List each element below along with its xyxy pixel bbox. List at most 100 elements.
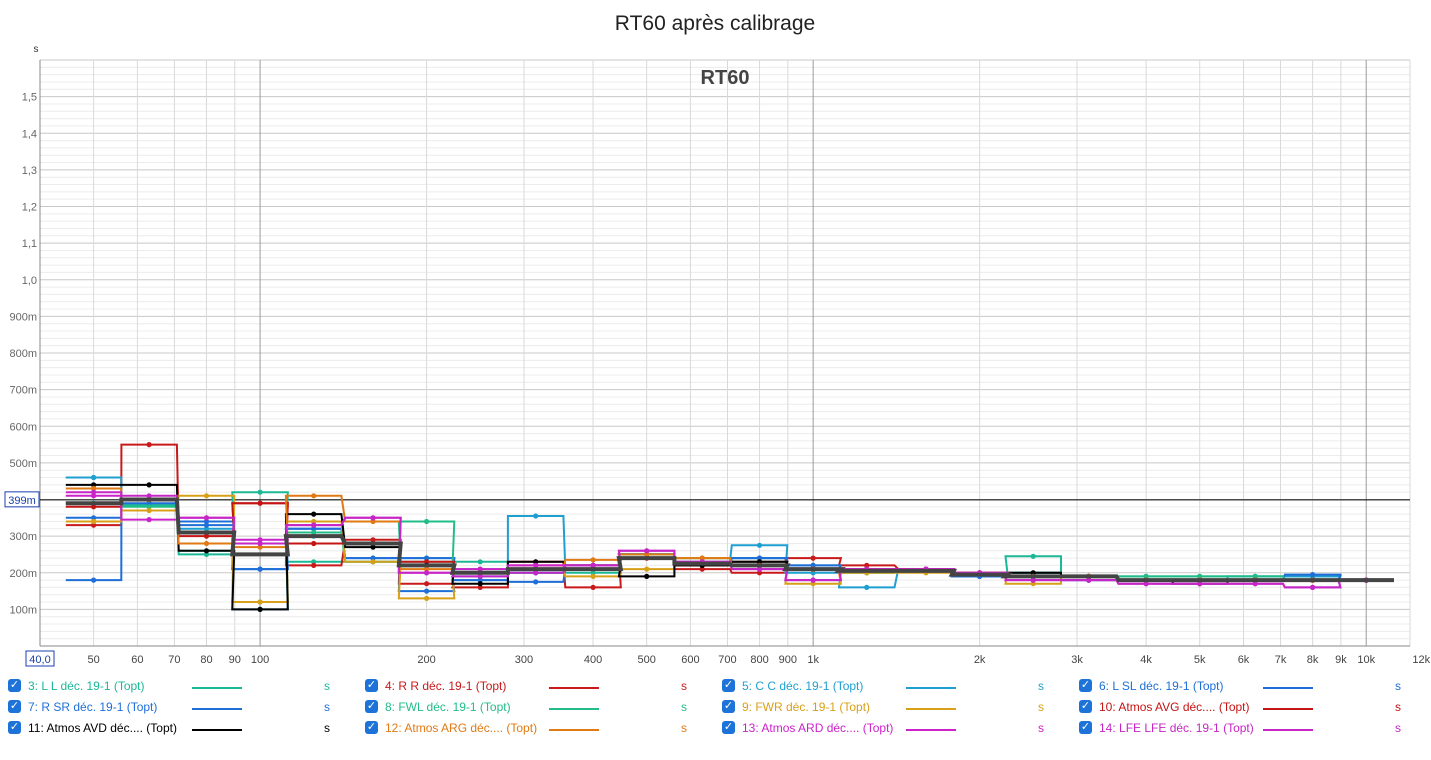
- legend-unit: s: [1038, 700, 1044, 714]
- cursor-label: 399m: [8, 495, 36, 507]
- legend-swatch: [906, 708, 956, 710]
- checkbox-icon[interactable]: ✓: [365, 679, 378, 692]
- legend-item[interactable]: ✓ 5: C C déc. 19-1 (Topt) s: [722, 678, 1062, 696]
- legend-item[interactable]: ✓ 12: Atmos ARG déc.... (Topt) s: [365, 720, 705, 738]
- axis-labels: 100m 200m 300m 500m 600m 700m 800m 900m 1,0 1,1 1,…: [4, 92, 1431, 667]
- legend-swatch: [906, 687, 956, 689]
- x-tick-label: 200: [417, 654, 435, 666]
- data-point: [370, 544, 376, 550]
- legend-label: 3: L L déc. 19-1 (Topt): [28, 679, 145, 693]
- series-line: [65, 494, 1394, 603]
- data-point: [370, 555, 376, 561]
- legend-label: 11: Atmos AVD déc.... (Topt): [28, 721, 177, 735]
- legend-unit: s: [1395, 679, 1401, 693]
- checkbox-icon[interactable]: ✓: [1079, 700, 1092, 713]
- legend-item[interactable]: ✓ 7: R SR déc. 19-1 (Topt) s: [8, 699, 348, 717]
- data-point: [756, 542, 763, 548]
- checkbox-icon[interactable]: ✓: [365, 721, 378, 734]
- data-point: [146, 442, 152, 448]
- checkbox-icon[interactable]: ✓: [722, 700, 735, 713]
- legend-item[interactable]: ✓ 9: FWR déc. 19-1 (Topt) s: [722, 699, 1062, 717]
- data-point: [257, 599, 263, 605]
- data-point: [1030, 577, 1036, 583]
- legend-swatch: [906, 729, 956, 731]
- legend-item[interactable]: ✓ 4: R R déc. 19-1 (Topt) s: [365, 678, 705, 696]
- data-point: [91, 504, 97, 510]
- checkbox-icon[interactable]: ✓: [1079, 721, 1092, 734]
- x-tick-label: 600: [681, 654, 699, 666]
- y-tick-label: 200m: [9, 568, 37, 580]
- data-point: [1030, 570, 1036, 576]
- data-point: [424, 559, 430, 565]
- checkbox-icon[interactable]: ✓: [8, 700, 21, 713]
- data-point: [146, 493, 152, 499]
- data-point: [257, 606, 263, 613]
- data-point: [810, 581, 816, 587]
- data-point: [424, 570, 430, 576]
- data-point: [257, 544, 263, 550]
- data-point: [533, 579, 539, 585]
- data-point: [477, 573, 483, 580]
- data-point: [533, 570, 539, 576]
- checkbox-icon[interactable]: ✓: [365, 700, 378, 713]
- data-point: [203, 533, 210, 539]
- x-tick-label: 500: [637, 654, 655, 666]
- legend-swatch: [192, 687, 242, 689]
- series-line: [65, 494, 1394, 589]
- rt60-chart: RT60 après calibrage RT60 s 100m 200m 300m…: [4, 12, 1431, 667]
- legend-item[interactable]: ✓ 11: Atmos AVD déc.... (Topt) s: [8, 720, 348, 738]
- legend-item[interactable]: ✓ 10: Atmos AVG déc.... (Topt) s: [1079, 699, 1419, 717]
- data-point: [91, 577, 97, 583]
- legend-item[interactable]: ✓ 3: L L déc. 19-1 (Topt) s: [8, 678, 348, 696]
- checkbox-icon[interactable]: ✓: [8, 679, 21, 692]
- data-point: [311, 526, 317, 532]
- checkbox-icon[interactable]: ✓: [722, 721, 735, 734]
- data-point: [533, 513, 539, 519]
- legend-item[interactable]: ✓ 13: Atmos ARD déc.... (Topt) s: [722, 720, 1062, 738]
- data-point: [1143, 581, 1149, 587]
- data-point: [756, 559, 763, 565]
- y-tick-label: 1,4: [22, 128, 37, 140]
- legend-unit: s: [1038, 721, 1044, 735]
- checkbox-icon[interactable]: ✓: [1079, 679, 1092, 692]
- legend-item[interactable]: ✓ 14: LFE LFE déc. 19-1 (Topt) s: [1079, 720, 1419, 738]
- data-point: [203, 493, 210, 499]
- data-point: [424, 566, 430, 572]
- data-point: [756, 555, 763, 561]
- x-tick-label: 9k: [1335, 654, 1347, 666]
- legend-unit: s: [1038, 679, 1044, 693]
- data-point: [424, 518, 430, 525]
- legend-unit: s: [324, 721, 330, 735]
- checkbox-icon[interactable]: ✓: [8, 721, 21, 734]
- x-tick-label: 300: [515, 654, 533, 666]
- y-tick-label: 700m: [9, 385, 37, 397]
- legend-item[interactable]: ✓ 8: FWL déc. 19-1 (Topt) s: [365, 699, 705, 717]
- data-point: [699, 555, 705, 561]
- data-point: [146, 517, 152, 523]
- legend-unit: s: [681, 679, 687, 693]
- legend-label: 5: C C déc. 19-1 (Topt): [742, 679, 864, 693]
- data-point: [644, 551, 650, 558]
- y-tick-label: 600m: [9, 421, 37, 433]
- data-point: [311, 493, 317, 499]
- y-tick-label: 800m: [9, 348, 37, 360]
- data-point: [257, 537, 263, 543]
- cursor-label-box: [4, 491, 40, 508]
- legend-item[interactable]: ✓ 6: L SL déc. 19-1 (Topt) s: [1079, 678, 1419, 696]
- y-tick-label: 500m: [9, 458, 37, 470]
- legend-swatch: [549, 687, 599, 689]
- y-axis-unit: s: [34, 44, 39, 55]
- legend-unit: s: [324, 700, 330, 714]
- x-tick-label: 12kHz: [1412, 654, 1431, 666]
- data-point: [810, 577, 816, 583]
- legend-unit: s: [1395, 700, 1401, 714]
- data-point: [644, 566, 650, 572]
- checkbox-icon[interactable]: ✓: [722, 679, 735, 692]
- data-point: [424, 595, 430, 602]
- x-origin-box: [25, 650, 55, 667]
- data-point: [311, 529, 317, 536]
- data-point: [257, 566, 263, 572]
- data-point: [590, 573, 596, 580]
- data-point: [91, 493, 97, 499]
- data-point: [477, 581, 483, 587]
